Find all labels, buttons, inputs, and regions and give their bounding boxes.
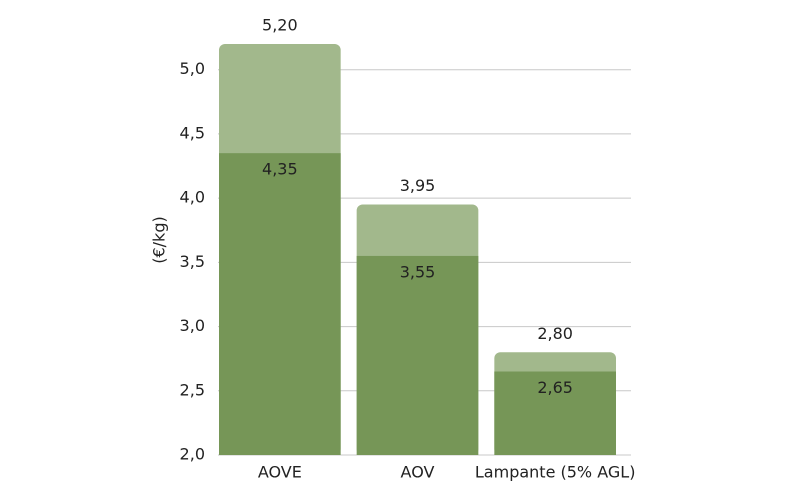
value-label: 2,65 <box>537 378 573 397</box>
y-tick-label: 2,5 <box>180 380 205 399</box>
y-tick-label: 5,0 <box>180 59 205 78</box>
y-tick-label: 3,0 <box>180 316 205 335</box>
value-label: 3,55 <box>400 262 436 281</box>
y-tick-label: 2,0 <box>180 445 205 464</box>
value-label: 5,20 <box>262 16 298 35</box>
y-tick-label: 4,0 <box>180 188 205 207</box>
x-tick-label: Lampante (5% AGL) <box>475 463 636 482</box>
bar <box>219 153 341 455</box>
x-tick-label: AOV <box>401 463 435 482</box>
value-label: 2,80 <box>537 324 573 343</box>
y-axis-label: (€/kg) <box>150 216 169 263</box>
bar <box>356 255 479 455</box>
x-tick-label: AOVE <box>258 463 302 482</box>
bar <box>494 371 616 455</box>
y-tick-label: 3,5 <box>180 252 205 271</box>
value-label: 3,95 <box>400 176 436 195</box>
y-tick-label: 4,5 <box>180 123 205 142</box>
value-label: 4,35 <box>262 160 298 179</box>
